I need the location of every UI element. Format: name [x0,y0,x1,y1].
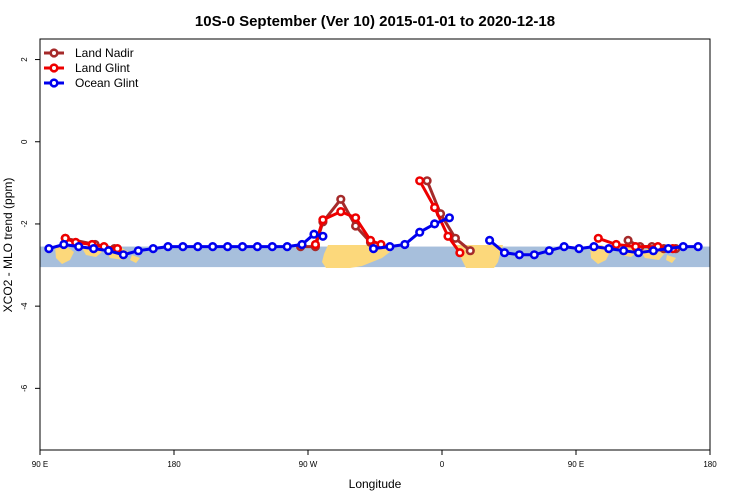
ocean-glint-point [648,246,659,256]
y-tick-label: -6 [20,384,29,392]
land-nadir-point [336,194,346,204]
land-glint-point [351,213,361,223]
ocean-glint-point [193,242,203,252]
y-axis: 2 0 -2 -4 -6 [20,57,40,392]
ocean-glint-point [514,250,525,260]
ocean-glint-point [133,246,143,256]
ocean-glint-point [59,239,69,250]
ocean-glint-point [368,244,379,254]
land-glint-point [430,202,440,213]
ocean-glint-point [103,246,114,256]
legend-label: Ocean Glint [75,76,139,90]
ocean-glint-point [282,242,292,252]
land-glint-point [611,239,621,250]
ocean-glint-point [485,235,495,245]
land-glint-point [318,215,328,225]
y-tick-label: -2 [20,220,29,228]
ocean-glint-point [633,248,644,258]
x-tick-label: 180 [703,460,717,469]
legend-marker [49,63,59,73]
land-glint-point [310,239,321,250]
legend-item-ocean-glint: Ocean Glint [44,76,139,90]
land-glint-point [112,244,122,254]
ocean-glint-point [118,250,128,260]
ocean-glint-point [415,227,425,237]
ocean-glint-point [559,242,569,252]
x-tick-label: 0 [440,460,445,469]
ocean-glint-point [178,242,188,252]
land-nadir-point [450,233,461,243]
land-glint-point [365,235,376,245]
land-glint-point [443,231,453,241]
land-nadir-point [465,246,475,256]
ocean-glint-point [74,242,84,252]
chart-title: 10S-0 September (Ver 10) 2015-01-01 to 2… [195,13,555,30]
ocean-glint-point [223,242,233,252]
land-glint-point [336,207,346,217]
ocean-glint-point [148,244,158,254]
land-glint-point [593,233,603,243]
ocean-glint-point [589,242,599,252]
ocean-glint-point [88,244,99,254]
legend-item-land-glint: Land Glint [44,61,130,75]
x-axis-label: Longitude [349,477,402,491]
ocean-glint-point [44,244,54,254]
legend-label: Land Glint [75,61,130,75]
x-tick-label: 90 E [568,460,584,469]
legend-marker [49,48,59,58]
ocean-glint-point [318,231,328,241]
ocean-glint-point [618,246,629,256]
ocean-glint-point [252,242,262,252]
legend-marker [49,78,59,88]
ocean-glint-point [444,213,455,223]
plot-frame [39,38,711,451]
ocean-glint-point [163,242,173,252]
series-layer [44,176,703,260]
land-glint-point [455,248,465,258]
ocean-glint-point [267,242,277,252]
series-ocean-glint [44,213,703,260]
land-nadir-point [422,176,432,186]
x-axis: 90 E 180 90 W 0 90 E 180 [32,450,717,469]
ocean-glint-point [574,244,584,254]
ocean-glint-point [237,242,248,252]
y-axis-label: XCO2 - MLO trend (ppm) [1,178,15,313]
ocean-glint-point [309,229,319,239]
land-nadir-line [425,180,472,252]
land-glint-point [415,176,425,186]
legend-item-land-nadir: Land Nadir [44,46,134,60]
ocean-glint-point [499,248,510,258]
ocean-glint-point [663,244,673,254]
ocean-glint-point [430,219,440,229]
ocean-glint-point [385,242,395,252]
x-tick-label: 180 [167,460,181,469]
ocean-glint-point [693,242,703,252]
land-nadir-point [623,235,633,245]
x-tick-label: 90 E [32,460,48,469]
ocean-glint-point [678,242,688,252]
x-tick-label: 90 W [299,460,318,469]
legend-label: Land Nadir [75,46,134,60]
ocean-glint-point [208,242,218,252]
land-nadir-point [351,221,361,231]
ocean-glint-point [544,246,554,256]
ocean-glint-point [529,250,539,260]
y-tick-label: 0 [20,139,29,144]
ocean-glint-point [297,239,307,250]
ocean-glint-point [400,239,410,250]
y-tick-label: -4 [20,302,29,310]
ocean-glint-point [604,244,614,254]
y-tick-label: 2 [20,57,29,62]
